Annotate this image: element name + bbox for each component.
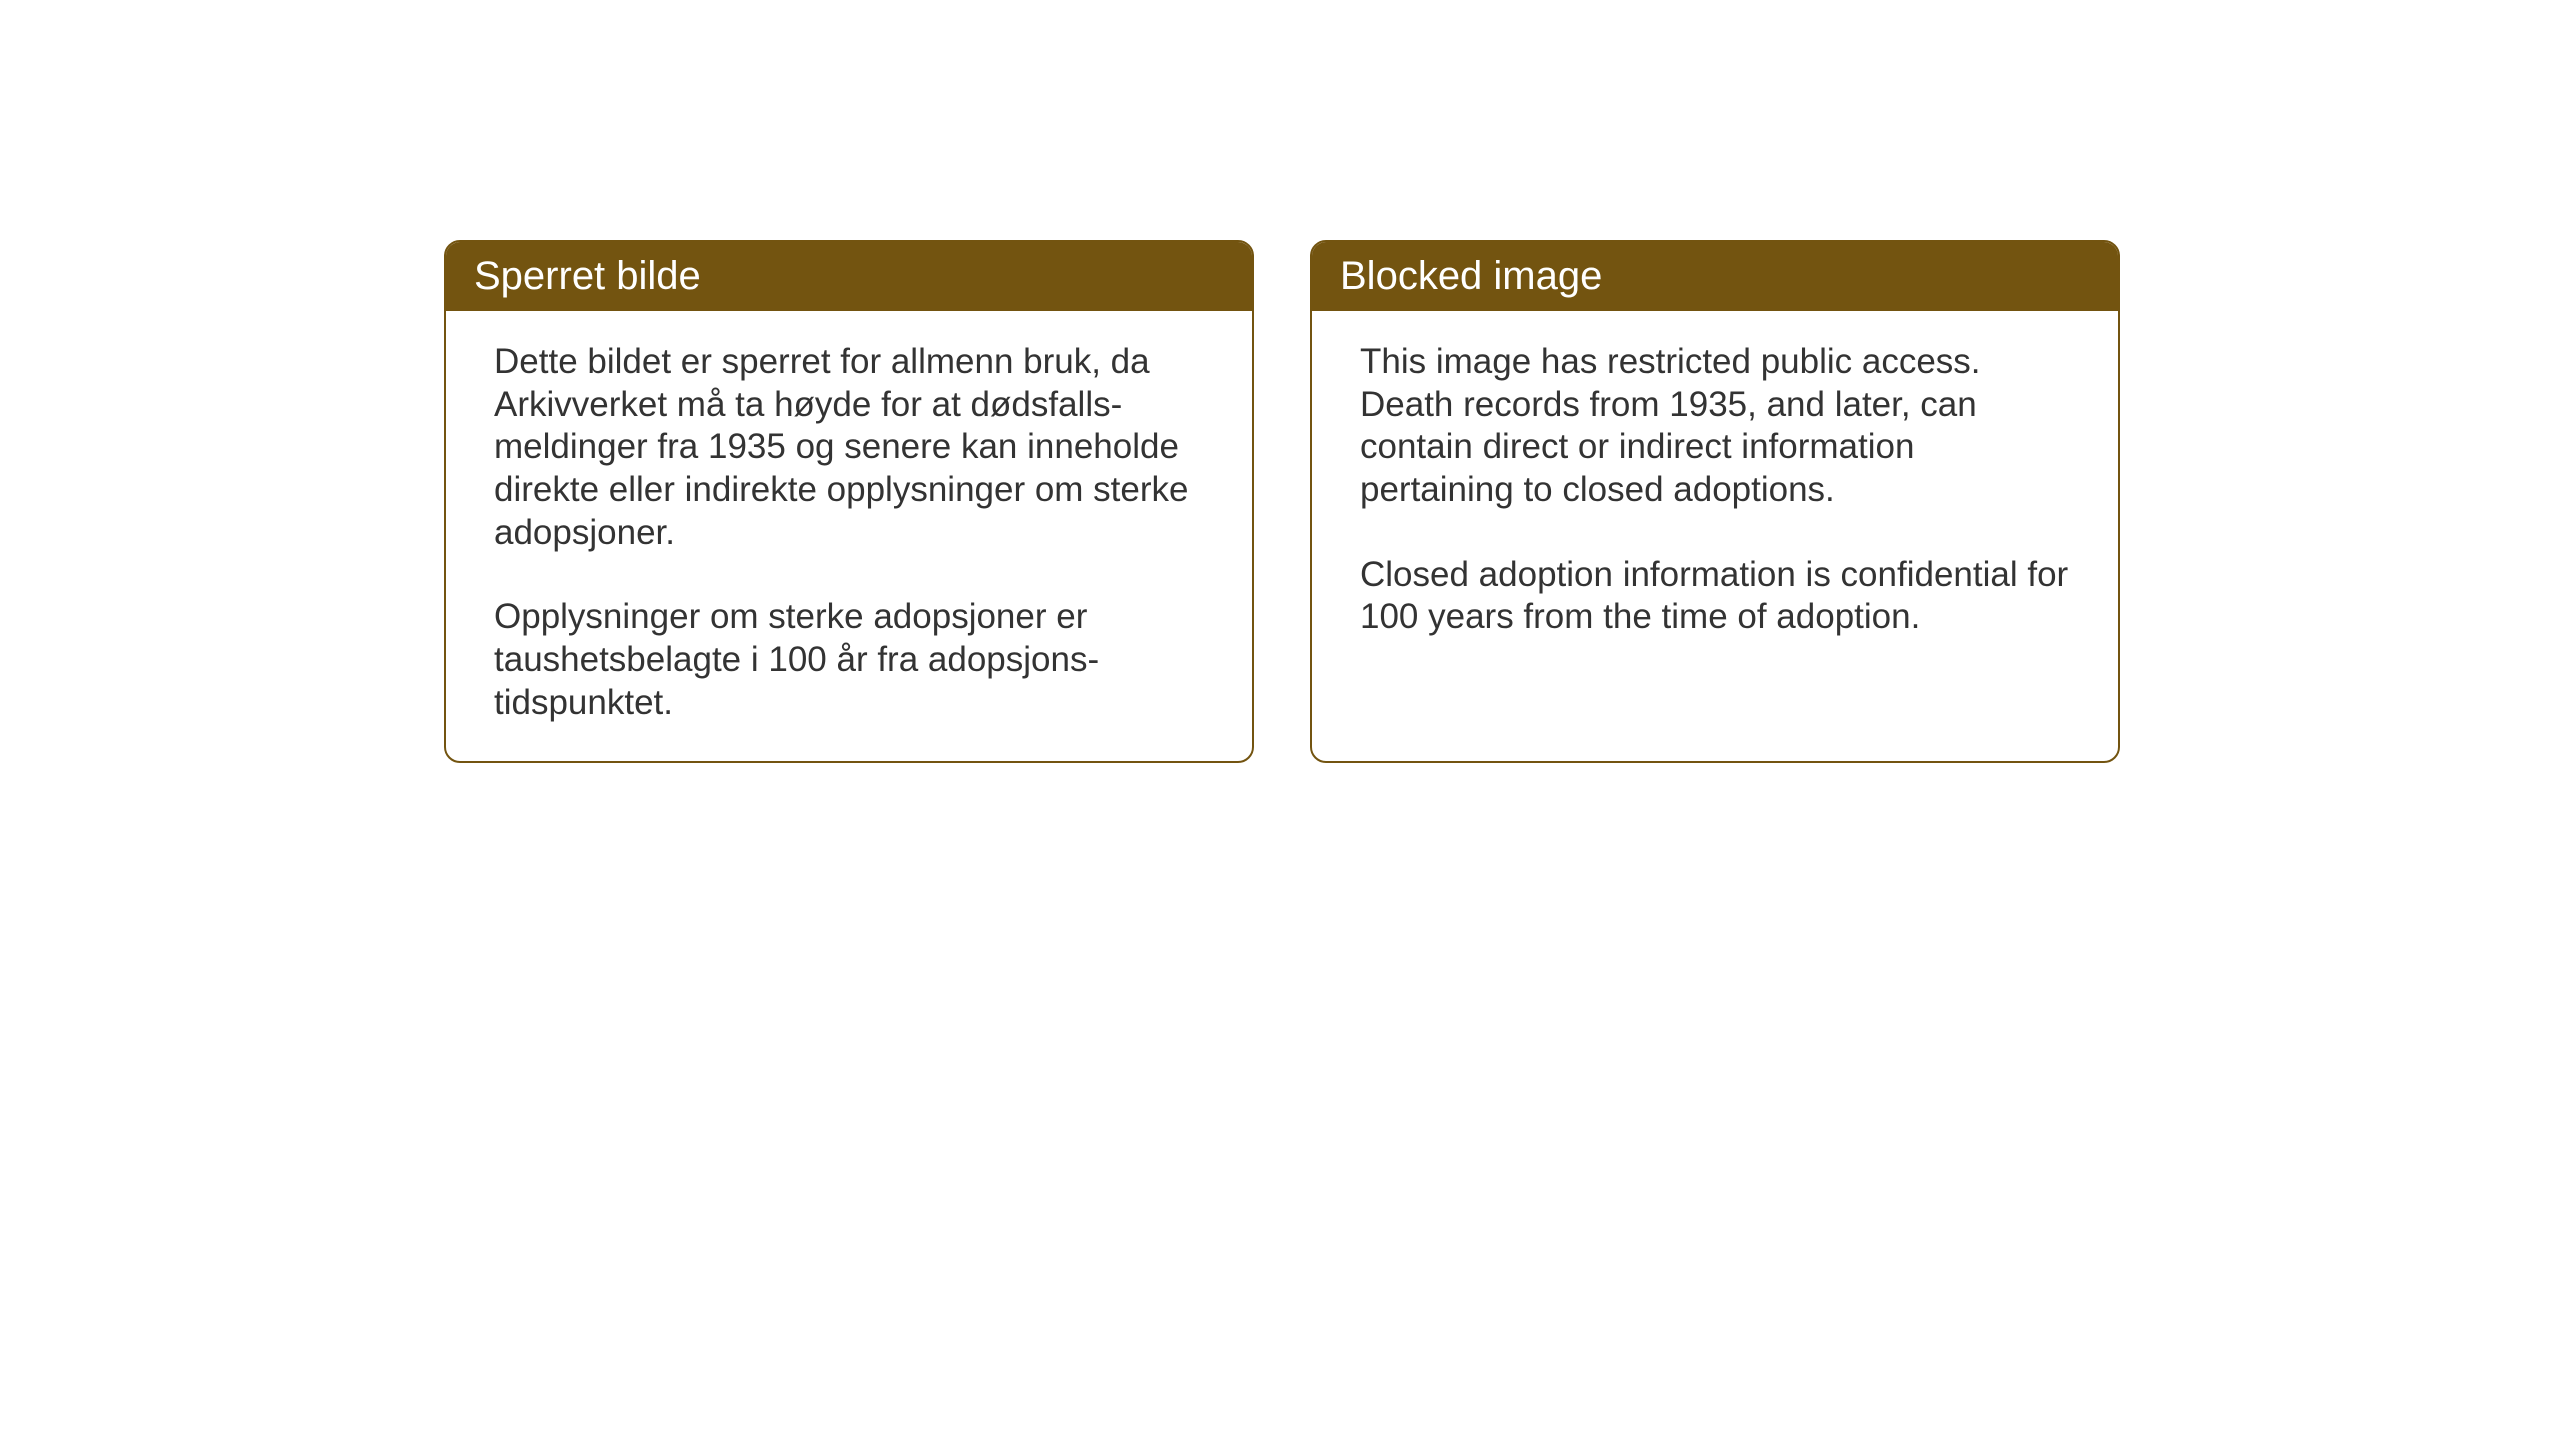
norwegian-paragraph-2: Opplysninger om sterke adopsjoner er tau… xyxy=(494,596,1204,724)
english-paragraph-1: This image has restricted public access.… xyxy=(1360,341,2070,512)
english-notice-card: Blocked image This image has restricted … xyxy=(1310,240,2120,763)
norwegian-card-body: Dette bildet er sperret for allmenn bruk… xyxy=(446,311,1252,761)
english-card-body: This image has restricted public access.… xyxy=(1312,311,2118,729)
norwegian-card-title: Sperret bilde xyxy=(446,242,1252,311)
cards-container: Sperret bilde Dette bildet er sperret fo… xyxy=(444,240,2120,763)
english-card-title: Blocked image xyxy=(1312,242,2118,311)
norwegian-paragraph-1: Dette bildet er sperret for allmenn bruk… xyxy=(494,341,1204,554)
english-paragraph-2: Closed adoption information is confident… xyxy=(1360,554,2070,639)
norwegian-notice-card: Sperret bilde Dette bildet er sperret fo… xyxy=(444,240,1254,763)
